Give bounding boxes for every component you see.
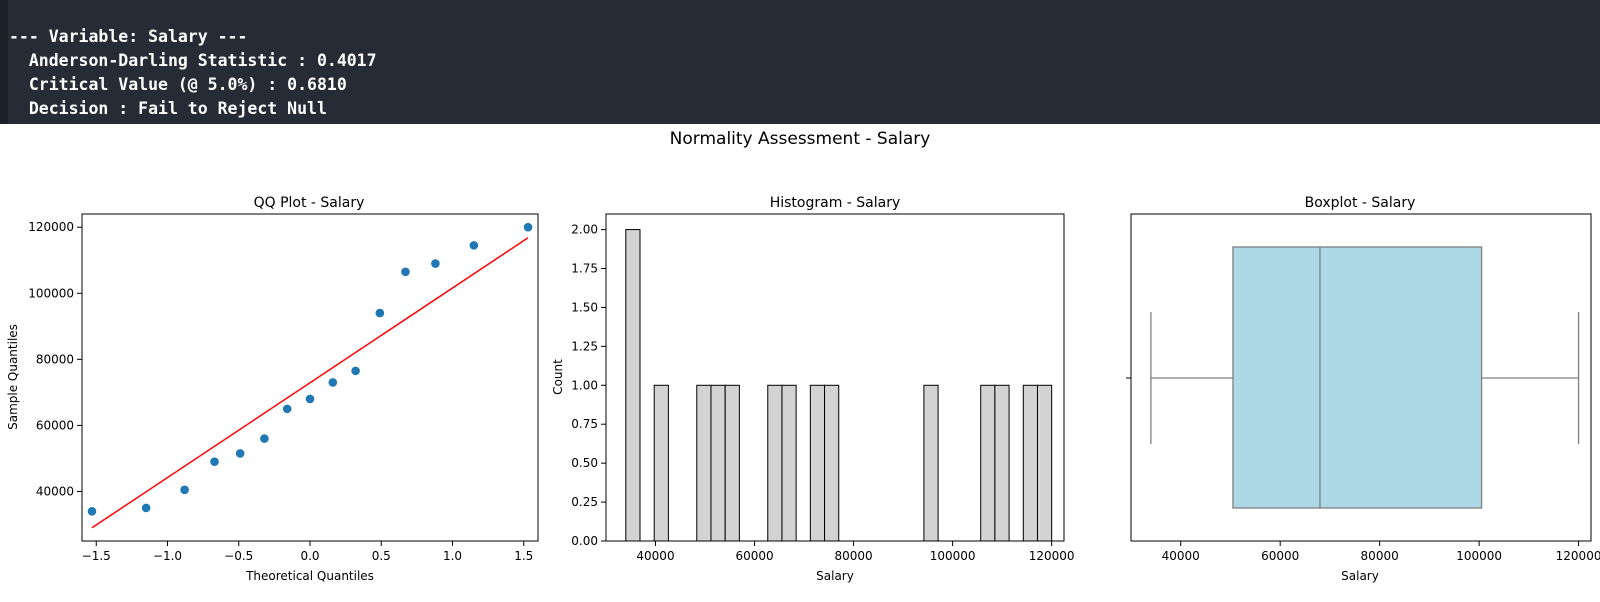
histogram-bar [923, 384, 939, 542]
qq-point [351, 366, 360, 376]
histogram: Histogram - Salary 0.00 0.25 0.50 0.75 1.00 1… [551, 195, 1075, 583]
figure-suptitle: Normality Assessment - Salary [670, 129, 931, 149]
histogram-bar [980, 384, 996, 542]
figure: Normality Assessment - Salary QQ Plot - … [0, 124, 1600, 598]
qq-point [141, 503, 151, 513]
qq-x-tick-label: 0.5 [372, 549, 391, 563]
histogram-bar [994, 384, 1010, 542]
qq-plot: QQ Plot - Salary −1.5 −1.0 −0.5 0.0 0.5 1.0 1.… [6, 195, 539, 583]
histogram-y-tick-label: 0.75 [571, 417, 598, 431]
qq-y-tick-label: 100000 [28, 286, 74, 300]
histogram-bar [767, 384, 783, 542]
histogram-y-label: Count [551, 359, 565, 395]
qq-plot-title: QQ Plot - Salary [254, 195, 365, 211]
qq-point [431, 259, 440, 268]
histogram-bars [625, 229, 1053, 542]
histogram-bar [696, 384, 712, 542]
boxplot-iqr-box [1232, 246, 1483, 509]
histogram-y-tick-label: 2.00 [571, 223, 598, 237]
qq-point [305, 394, 315, 404]
histogram-x-tick-label: 60000 [735, 549, 773, 563]
qq-y-tick-label: 120000 [28, 220, 74, 234]
qq-point [210, 457, 219, 467]
histogram-bar [625, 229, 641, 542]
histogram-y-tick-label: 0.50 [571, 456, 598, 470]
boxplot-x-tick-label: 60000 [1261, 549, 1299, 563]
histogram-y-tick-label: 1.25 [571, 339, 598, 353]
qq-x-tick-label: 1.0 [443, 549, 462, 563]
histogram-bar [809, 384, 826, 542]
qq-x-ticks: −1.5 −1.0 −0.5 0.0 0.5 1.0 1.5 [82, 541, 533, 563]
boxplot-x-tick-label: 80000 [1361, 549, 1399, 563]
histogram-x-tick-label: 100000 [930, 549, 976, 563]
histogram-x-label: Salary [816, 569, 854, 583]
qq-x-tick-label: −1.5 [82, 549, 111, 563]
histogram-bar [1036, 384, 1053, 542]
figure-canvas: Normality Assessment - Salary QQ Plot - … [6, 129, 1600, 583]
histogram-y-ticks: 0.00 0.25 0.50 0.75 1.00 1.25 1.50 1.75 2.00 [571, 223, 606, 548]
qq-point [87, 506, 97, 516]
qq-x-tick-label: −1.0 [153, 549, 182, 563]
qq-x-tick-label: 1.5 [514, 549, 533, 563]
histogram-title: Histogram - Salary [770, 195, 901, 211]
qq-point [469, 241, 479, 250]
qq-point [180, 485, 189, 495]
qq-y-tick-label: 80000 [36, 352, 74, 366]
console-line-decision: Decision : Fail to Reject Null [9, 99, 327, 118]
qq-y-label: Sample Quantiles [6, 324, 20, 430]
histogram-x-ticks: 40000 60000 80000 100000 120000 [636, 541, 1075, 563]
boxplot-frame [1130, 213, 1592, 542]
boxplot-x-tick-label: 120000 [1556, 549, 1600, 563]
qq-y-tick-label: 40000 [36, 484, 74, 498]
console-line-statistic: Anderson-Darling Statistic : 0.4017 [9, 51, 377, 70]
qq-point [523, 222, 533, 232]
console-line-variable: --- Variable: Salary --- [9, 27, 248, 46]
histogram-y-tick-label: 1.00 [571, 378, 598, 392]
histogram-bar [824, 384, 840, 542]
histogram-y-tick-label: 1.75 [571, 262, 598, 276]
histogram-bar [781, 384, 797, 542]
qq-point [375, 308, 385, 318]
qq-y-tick-label: 60000 [36, 418, 74, 432]
qq-points [87, 222, 533, 516]
histogram-x-tick-label: 80000 [834, 549, 872, 563]
histogram-frame [605, 213, 1065, 542]
qq-y-ticks: 40000 60000 80000 100000 120000 [28, 220, 82, 498]
boxplot-x-tick-label: 100000 [1456, 549, 1502, 563]
histogram-x-tick-label: 40000 [636, 549, 674, 563]
histogram-x-tick-label: 120000 [1029, 549, 1075, 563]
histogram-y-tick-label: 0.00 [571, 534, 598, 548]
qq-fit-line [91, 237, 529, 529]
boxplot-x-tick-label: 40000 [1162, 549, 1200, 563]
console-text: --- Variable: Salary --- Anderson-Darlin… [9, 25, 377, 121]
boxplot-x-label: Salary [1341, 569, 1379, 583]
histogram-bar [724, 384, 740, 542]
qq-x-tick-label: −0.5 [224, 549, 253, 563]
qq-point [260, 434, 269, 443]
qq-x-tick-label: 0.0 [300, 549, 319, 563]
histogram-bar [653, 384, 669, 542]
boxplot-title: Boxplot - Salary [1305, 195, 1416, 211]
histogram-y-tick-label: 1.50 [571, 300, 598, 314]
console-line-critical-value: Critical Value (@ 5.0%) : 0.6810 [9, 75, 347, 94]
console-gutter [0, 0, 8, 124]
console-output: --- Variable: Salary --- Anderson-Darlin… [0, 0, 1600, 124]
qq-x-label: Theoretical Quantiles [245, 569, 374, 583]
boxplot-x-ticks: 40000 60000 80000 100000 120000 [1162, 541, 1600, 563]
qq-plot-frame [81, 213, 539, 542]
qq-point [328, 378, 338, 387]
qq-point [235, 449, 245, 458]
qq-point [401, 267, 410, 277]
histogram-bar [710, 384, 726, 542]
qq-point [282, 404, 292, 414]
histogram-bar [1022, 384, 1038, 542]
boxplot: Boxplot - Salary 40000 60000 80000 100000 12… [1126, 195, 1600, 583]
histogram-y-tick-label: 0.25 [571, 495, 598, 509]
